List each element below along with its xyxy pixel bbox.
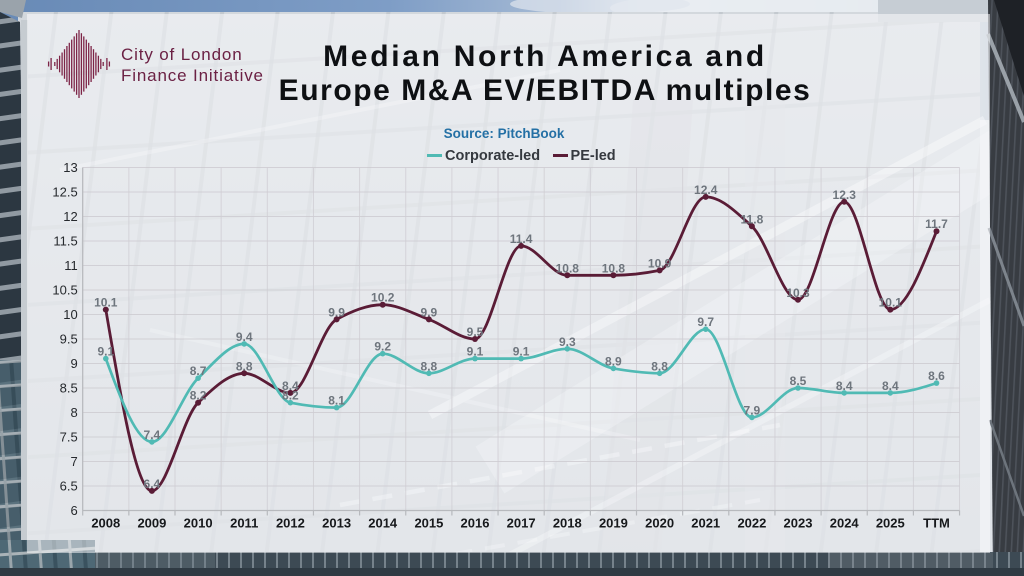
svg-text:7.5: 7.5: [60, 430, 78, 445]
svg-text:2024: 2024: [830, 516, 860, 531]
svg-text:2019: 2019: [599, 516, 628, 531]
svg-text:12.4: 12.4: [694, 183, 718, 197]
svg-text:2011: 2011: [230, 516, 258, 531]
svg-text:10.5: 10.5: [52, 283, 77, 298]
svg-text:9.5: 9.5: [467, 325, 484, 339]
svg-text:6.4: 6.4: [144, 477, 161, 491]
svg-text:2014: 2014: [368, 516, 398, 531]
svg-text:11.5: 11.5: [53, 234, 77, 249]
svg-text:8.7: 8.7: [190, 364, 207, 378]
svg-text:11.4: 11.4: [510, 232, 533, 246]
svg-text:TTM: TTM: [923, 516, 950, 531]
svg-text:8.2: 8.2: [190, 389, 207, 403]
svg-text:2025: 2025: [876, 516, 905, 531]
svg-text:9.1: 9.1: [513, 345, 530, 359]
svg-text:2008: 2008: [91, 516, 120, 531]
svg-text:9.1: 9.1: [97, 345, 114, 359]
svg-text:8: 8: [70, 405, 77, 420]
svg-text:13: 13: [63, 160, 77, 175]
svg-text:10.1: 10.1: [879, 296, 903, 310]
svg-text:2009: 2009: [137, 516, 166, 531]
svg-text:8.4: 8.4: [282, 379, 299, 393]
svg-text:2016: 2016: [461, 516, 490, 531]
svg-text:2023: 2023: [784, 516, 813, 531]
svg-text:2010: 2010: [184, 516, 213, 531]
svg-text:10.8: 10.8: [556, 261, 580, 275]
svg-text:7.9: 7.9: [744, 403, 761, 417]
svg-text:10: 10: [63, 307, 77, 322]
svg-text:9.9: 9.9: [328, 305, 345, 319]
svg-text:10.9: 10.9: [648, 256, 672, 270]
svg-text:9.5: 9.5: [60, 332, 78, 347]
svg-text:12: 12: [63, 209, 77, 224]
svg-text:8.1: 8.1: [328, 394, 345, 408]
svg-text:9: 9: [70, 356, 77, 371]
svg-text:2012: 2012: [276, 516, 305, 531]
svg-text:11: 11: [64, 258, 78, 273]
svg-text:9.7: 9.7: [697, 315, 714, 329]
svg-text:8.2: 8.2: [282, 389, 299, 403]
svg-text:8.4: 8.4: [882, 379, 899, 393]
svg-text:8.8: 8.8: [651, 359, 668, 373]
svg-text:10.2: 10.2: [371, 291, 395, 305]
svg-text:8.8: 8.8: [236, 359, 253, 373]
svg-text:11.8: 11.8: [741, 212, 764, 226]
svg-text:8.5: 8.5: [60, 381, 78, 396]
svg-text:2013: 2013: [322, 516, 351, 531]
svg-text:2020: 2020: [645, 516, 674, 531]
svg-text:6.5: 6.5: [60, 479, 78, 494]
svg-text:8.4: 8.4: [836, 379, 853, 393]
svg-text:12.5: 12.5: [52, 185, 77, 200]
svg-text:7: 7: [70, 454, 77, 469]
svg-text:9.4: 9.4: [236, 330, 253, 344]
svg-text:8.9: 8.9: [605, 354, 622, 368]
svg-text:8.5: 8.5: [790, 374, 807, 388]
svg-text:10.8: 10.8: [602, 261, 626, 275]
svg-text:2015: 2015: [414, 516, 443, 531]
svg-text:11.7: 11.7: [925, 217, 948, 231]
svg-text:9.3: 9.3: [559, 335, 576, 349]
svg-text:2021: 2021: [691, 516, 720, 531]
svg-text:9.9: 9.9: [421, 305, 438, 319]
svg-text:10.3: 10.3: [786, 286, 810, 300]
svg-text:6: 6: [70, 503, 77, 518]
svg-text:12.3: 12.3: [833, 188, 857, 202]
svg-text:7.4: 7.4: [144, 428, 161, 442]
svg-text:10.1: 10.1: [94, 296, 118, 310]
svg-text:2018: 2018: [553, 516, 582, 531]
svg-text:8.8: 8.8: [421, 359, 438, 373]
svg-text:9.2: 9.2: [374, 340, 391, 354]
svg-text:9.1: 9.1: [467, 345, 484, 359]
svg-text:2017: 2017: [507, 516, 536, 531]
svg-text:8.6: 8.6: [928, 369, 945, 383]
svg-text:2022: 2022: [737, 516, 766, 531]
